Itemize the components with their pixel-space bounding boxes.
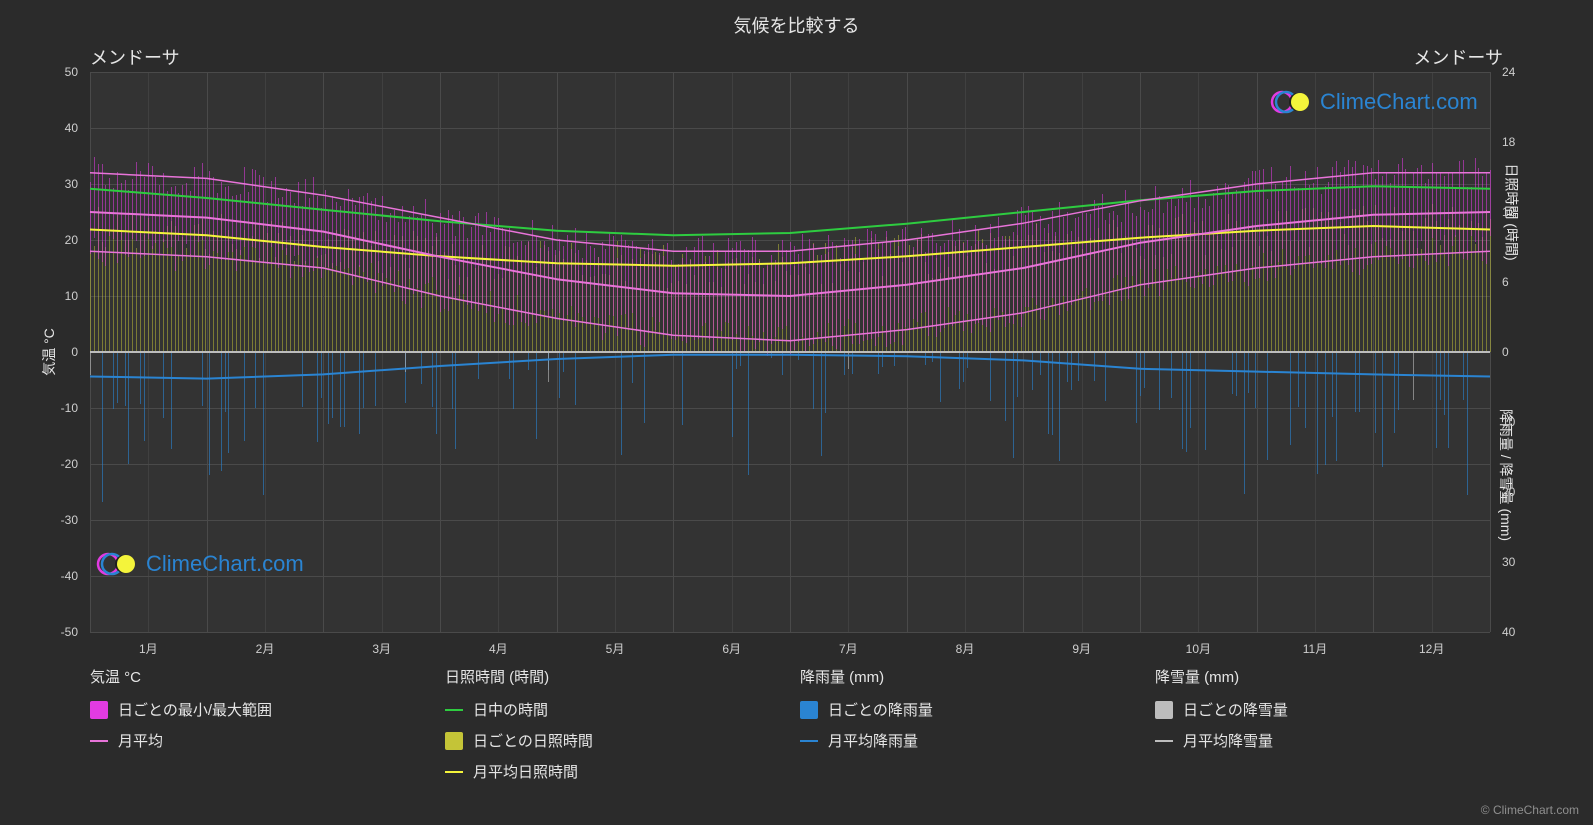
legend-item-label: 日ごとの日照時間 [473,730,593,751]
legend-item-label: 月平均降雪量 [1183,730,1273,751]
x-tick-month: 1月 [139,640,158,657]
y-tick-left: 10 [38,289,78,303]
y-tick-right-mm: 10 [1502,415,1542,429]
legend-item-label: 日ごとの降雨量 [828,699,933,720]
x-tick-month: 10月 [1186,640,1211,657]
chart-title: 気候を比較する [0,12,1593,38]
line-rain-avg [90,355,1490,379]
chart-lines-layer [90,72,1490,632]
x-tick-month: 8月 [956,640,975,657]
legend-item-label: 月平均降雨量 [828,730,918,751]
legend-item: 月平均日照時間 [445,761,780,782]
legend-box-swatch [445,732,463,750]
legend-group: 日照時間 (時間) 日中の時間日ごとの日照時間月平均日照時間 [445,666,780,782]
y-tick-right-mm: 40 [1502,625,1542,639]
line-temp-avg [90,212,1490,296]
legend-item: 日ごとの日照時間 [445,730,780,751]
y-tick-right-hours: 24 [1502,65,1542,79]
legend-line-swatch [1155,740,1173,742]
legend-box-swatch [1155,701,1173,719]
y-tick-right-mm: 20 [1502,485,1542,499]
legend-group: 降雪量 (mm) 日ごとの降雪量月平均降雪量 [1155,666,1490,782]
legend-group-title: 降雨量 (mm) [800,666,1135,687]
line-sunshine-avg [90,226,1490,266]
legend-line-swatch [800,740,818,742]
y-tick-left: -20 [38,457,78,471]
legend-item: 月平均降雪量 [1155,730,1490,751]
y-tick-left: 50 [38,65,78,79]
legend-line-swatch [445,771,463,773]
copyright-text: © ClimeChart.com [1481,803,1579,817]
legend-group-title: 気温 °C [90,666,425,687]
y-tick-right-hours: 18 [1502,135,1542,149]
x-tick-month: 4月 [489,640,508,657]
legend-group-title: 日照時間 (時間) [445,666,780,687]
x-tick-month: 5月 [606,640,625,657]
y-tick-left: 0 [38,345,78,359]
y-tick-left: 30 [38,177,78,191]
y-tick-right-hours: 6 [1502,275,1542,289]
x-tick-month: 2月 [256,640,275,657]
line-temp-max [90,173,1490,251]
y-tick-left: 40 [38,121,78,135]
x-tick-month: 6月 [722,640,741,657]
y-tick-left: -10 [38,401,78,415]
y-tick-left: -50 [38,625,78,639]
legend-item: 月平均 [90,730,425,751]
legend-line-swatch [445,709,463,711]
x-tick-month: 12月 [1419,640,1444,657]
legend-item-label: 日中の時間 [473,699,548,720]
location-label-right: メンドーサ [1413,44,1503,70]
legend-box-swatch [90,701,108,719]
legend-group: 気温 °C 日ごとの最小/最大範囲月平均 [90,666,425,782]
legend-item: 日ごとの降雪量 [1155,699,1490,720]
chart-legend: 気温 °C 日ごとの最小/最大範囲月平均 日照時間 (時間) 日中の時間日ごとの日照時… [90,666,1490,782]
legend-item: 月平均降雨量 [800,730,1135,751]
y-tick-right-mm: 30 [1502,555,1542,569]
y-tick-left: -40 [38,569,78,583]
legend-group-title: 降雪量 (mm) [1155,666,1490,687]
location-label-left: メンドーサ [90,44,180,70]
legend-item-label: 月平均日照時間 [473,761,578,782]
legend-item-label: 日ごとの降雪量 [1183,699,1288,720]
y-tick-left: 20 [38,233,78,247]
legend-group: 降雨量 (mm) 日ごとの降雨量月平均降雨量 [800,666,1135,782]
y-tick-left: -30 [38,513,78,527]
legend-box-swatch [800,701,818,719]
legend-item-label: 月平均 [118,730,163,751]
x-tick-month: 7月 [839,640,858,657]
x-tick-month: 11月 [1303,640,1327,657]
legend-item-label: 日ごとの最小/最大範囲 [118,699,272,720]
x-tick-month: 9月 [1072,640,1091,657]
legend-item: 日ごとの最小/最大範囲 [90,699,425,720]
climate-chart: 気温 °C 日照時間 (時間) 降雨量 / 降雪量 (mm) ClimeChar… [90,72,1490,632]
x-tick-month: 3月 [372,640,391,657]
y-tick-right-hours: 0 [1502,345,1542,359]
y-tick-right-hours: 12 [1502,205,1542,219]
legend-item: 日ごとの降雨量 [800,699,1135,720]
legend-item: 日中の時間 [445,699,780,720]
legend-line-swatch [90,740,108,742]
